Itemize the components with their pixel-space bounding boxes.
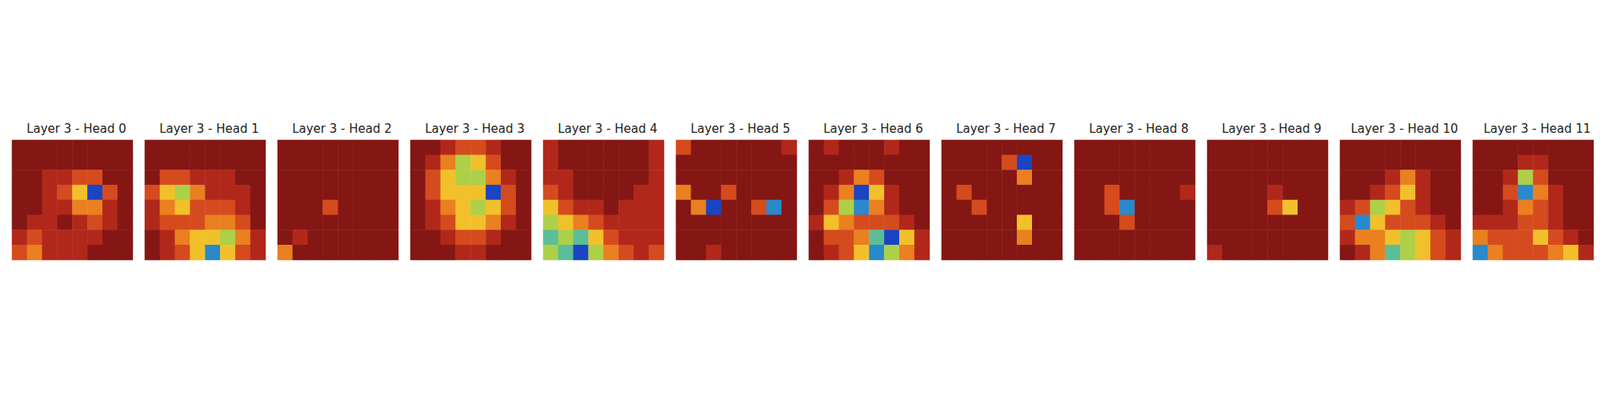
svg-text:Layer 3 - Head 9: Layer 3 - Head 9 [1221, 121, 1322, 136]
svg-text:Layer 3 - Head 0: Layer 3 - Head 0 [26, 121, 127, 136]
svg-text:Layer 3 - Head 5: Layer 3 - Head 5 [690, 121, 791, 136]
svg-text:Layer 3 - Head 10: Layer 3 - Head 10 [1350, 121, 1458, 136]
svg-text:Layer 3 - Head 7: Layer 3 - Head 7 [956, 121, 1056, 136]
svg-text:Layer 3 - Head 4: Layer 3 - Head 4 [557, 121, 658, 136]
svg-text:Layer 3 - Head 2: Layer 3 - Head 2 [292, 121, 392, 136]
svg-text:Layer 3 - Head 6: Layer 3 - Head 6 [823, 121, 924, 136]
svg-text:Layer 3 - Head 3: Layer 3 - Head 3 [424, 121, 525, 136]
svg-text:Layer 3 - Head 8: Layer 3 - Head 8 [1088, 121, 1189, 136]
svg-text:Layer 3 - Head 1: Layer 3 - Head 1 [159, 121, 260, 136]
svg-text:Layer 3 - Head 11: Layer 3 - Head 11 [1483, 121, 1591, 136]
